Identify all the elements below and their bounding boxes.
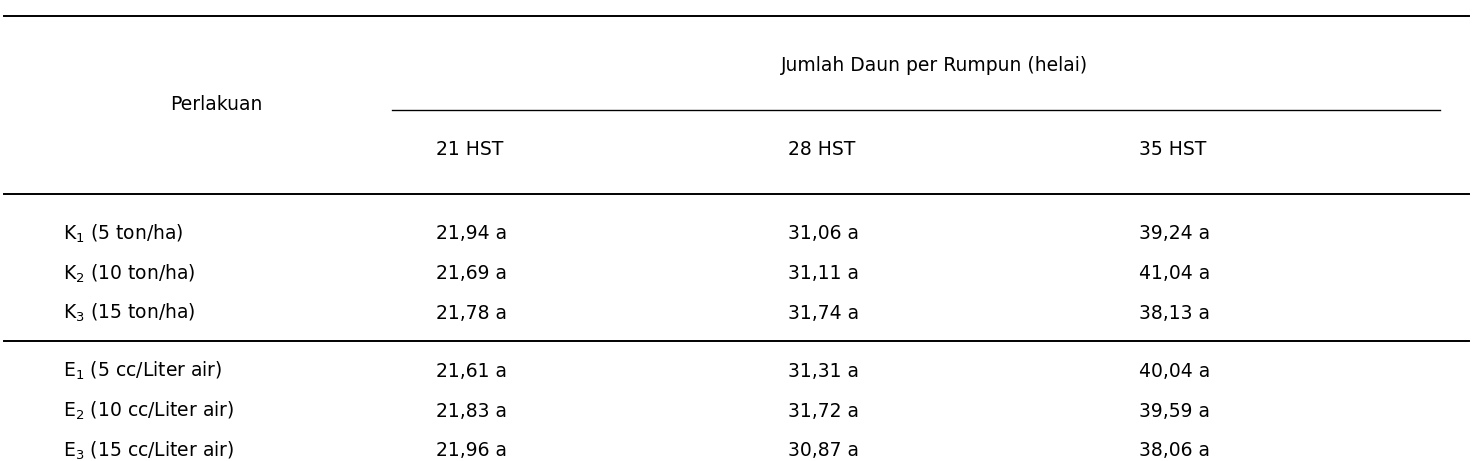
Text: 38,06 a: 38,06 a: [1139, 442, 1211, 461]
Text: 30,87 a: 30,87 a: [788, 442, 859, 461]
Text: 31,72 a: 31,72 a: [788, 402, 859, 420]
Text: 28 HST: 28 HST: [788, 140, 856, 159]
Text: 38,13 a: 38,13 a: [1139, 304, 1211, 323]
Text: K$_1$ (5 ton/ha): K$_1$ (5 ton/ha): [63, 222, 183, 245]
Text: 35 HST: 35 HST: [1139, 140, 1206, 159]
Text: E$_1$ (5 cc/Liter air): E$_1$ (5 cc/Liter air): [63, 360, 222, 382]
Text: 41,04 a: 41,04 a: [1139, 264, 1211, 283]
Text: 21,83 a: 21,83 a: [436, 402, 507, 420]
Text: E$_3$ (15 cc/Liter air): E$_3$ (15 cc/Liter air): [63, 440, 234, 461]
Text: 21,96 a: 21,96 a: [436, 442, 507, 461]
Text: 21,78 a: 21,78 a: [436, 304, 507, 323]
Text: 21,94 a: 21,94 a: [436, 224, 507, 243]
Text: 21,69 a: 21,69 a: [436, 264, 507, 283]
Text: 31,31 a: 31,31 a: [788, 362, 859, 381]
Text: 39,59 a: 39,59 a: [1139, 402, 1211, 420]
Text: E$_2$ (10 cc/Liter air): E$_2$ (10 cc/Liter air): [63, 400, 234, 422]
Text: K$_2$ (10 ton/ha): K$_2$ (10 ton/ha): [63, 262, 196, 284]
Text: Perlakuan: Perlakuan: [171, 95, 262, 114]
Text: 21 HST: 21 HST: [436, 140, 504, 159]
Text: Jumlah Daun per Rumpun (helai): Jumlah Daun per Rumpun (helai): [781, 57, 1087, 76]
Text: 31,11 a: 31,11 a: [788, 264, 859, 283]
Text: 40,04 a: 40,04 a: [1139, 362, 1211, 381]
Text: 21,61 a: 21,61 a: [436, 362, 507, 381]
Text: 31,74 a: 31,74 a: [788, 304, 859, 323]
Text: 39,24 a: 39,24 a: [1139, 224, 1211, 243]
Text: K$_3$ (15 ton/ha): K$_3$ (15 ton/ha): [63, 302, 196, 325]
Text: 31,06 a: 31,06 a: [788, 224, 859, 243]
